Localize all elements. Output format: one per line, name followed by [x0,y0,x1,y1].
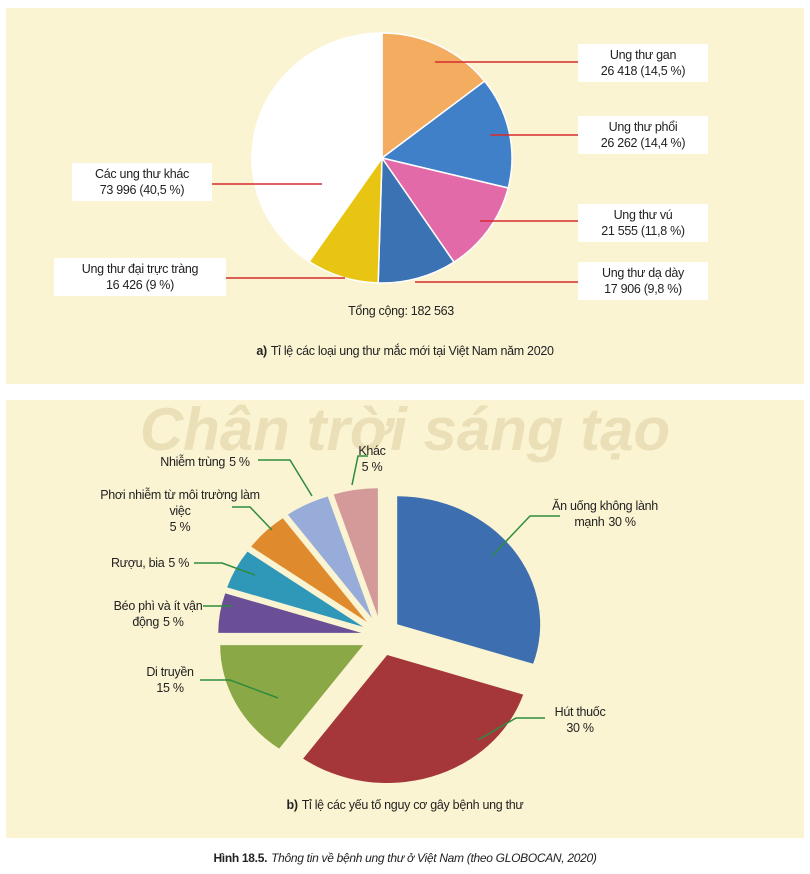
slice-label: Các ung thư khác 73 996 (40,5 %) [72,163,212,201]
category-name: Nhiễm trùng [160,455,226,469]
chart-title-text: Tỉ lệ các loại ung thư mắc mới tại Việt … [270,344,554,358]
category-name: Khác [358,444,386,458]
value-label: 15 % [156,681,184,695]
slice-label: Ung thư gan 26 418 (14,5 %) [578,44,708,82]
slice-label: Ăn uống không lành mạnh 30 % [550,498,660,530]
category-name: Rượu, bia [110,556,165,570]
total-note: Tổng cộng: 182 563 [348,304,454,318]
chart-title: b) Tỉ lệ các yếu tố nguy cơ gây bệnh ung … [6,798,804,812]
leader-line [232,506,273,531]
slice-label: Hút thuốc 30 % [540,704,620,736]
pie-slice [380,80,513,189]
slice-label: Rượu, bia 5 % [100,555,200,571]
value-label: 5 % [169,520,191,534]
pie-slice [287,496,372,619]
figure-text: Thông tin về bệnh ung thư ở Việt Nam (th… [271,851,597,865]
slice-label: Ung thư dạ dày 17 906 (9,8 %) [578,262,708,300]
value-label: 16 426 (9 %) [106,278,174,292]
pie-slice [303,655,524,784]
figure-label: Hình 18.5. [213,851,268,865]
leader-line [491,515,560,557]
value-label: 73 996 (40,5 %) [99,183,185,197]
category-name: Phơi nhiễm từ môi trường làm việc [100,488,260,518]
category-name: Ung thư đại trực tràng [81,262,199,276]
leader-line [200,679,279,699]
value-label: 26 418 (14,5 %) [600,64,686,78]
slice-label: Phơi nhiễm từ môi trường làm việc 5 % [100,487,260,535]
slice-label: Ung thư phổi 26 262 (14,4 %) [578,116,708,154]
category-name: Các ung thư khác [95,167,189,181]
leader-line [258,459,313,497]
value-label: 5 % [168,556,190,570]
slice-label: Di truyền 15 % [130,664,210,696]
pie-slice [251,518,367,622]
category-name: Ung thư phổi [608,120,678,134]
value-label: 5 % [361,460,383,474]
pie-slice [251,32,383,263]
pie-slice [381,32,486,160]
pie-slice [218,593,362,633]
figure-caption: Hình 18.5. Thông tin về bệnh ung thư ở Vi… [0,851,810,865]
leader-line [194,562,256,576]
pie-slice [377,155,456,284]
category-name: Béo phì và ít vận động [113,599,203,629]
slice-label: Nhiễm trùng 5 % [150,454,260,470]
pie-slice [227,551,364,627]
category-name: Ăn uống không lành mạnh [552,499,658,529]
category-name: Ung thư vú [613,208,673,222]
category-name: Hút thuốc [554,705,606,719]
value-label: 30 % [608,515,636,529]
value-label: 17 906 (9,8 %) [604,282,682,296]
leader-line [351,455,368,486]
pie-slice [333,488,378,617]
value-label: 5 % [229,455,250,469]
pie-slice [397,496,541,664]
category-name: Ung thư gan [609,48,677,62]
value-label: 26 262 (14,4 %) [600,136,686,150]
chart-label: a) [256,344,267,358]
value-label: 21 555 (11,8 %) [601,224,685,238]
value-label: 30 % [566,721,594,735]
slice-label: Khác 5 % [340,443,404,475]
chart-title-text: Tỉ lệ các yếu tố nguy cơ gây bệnh ung th… [301,798,524,812]
leader-line [477,717,545,741]
pie-slice [380,156,510,264]
slice-label: Ung thư vú 21 555 (11,8 %) [578,204,708,242]
watermark: Chân trời sáng tạo [139,396,671,463]
chart-title: a) Tỉ lệ các loại ung thư mắc mới tại Việ… [6,344,804,358]
slice-label: Ung thư đại trực tràng 16 426 (9 %) [54,258,226,296]
category-name: Ung thư dạ dày [601,266,684,280]
category-name: Di truyền [146,665,194,679]
pie-slice [220,645,364,749]
value-label: 5 % [162,615,184,629]
slice-label: Béo phì và ít vận động 5 % [112,598,204,630]
chart-label: b) [286,798,299,812]
